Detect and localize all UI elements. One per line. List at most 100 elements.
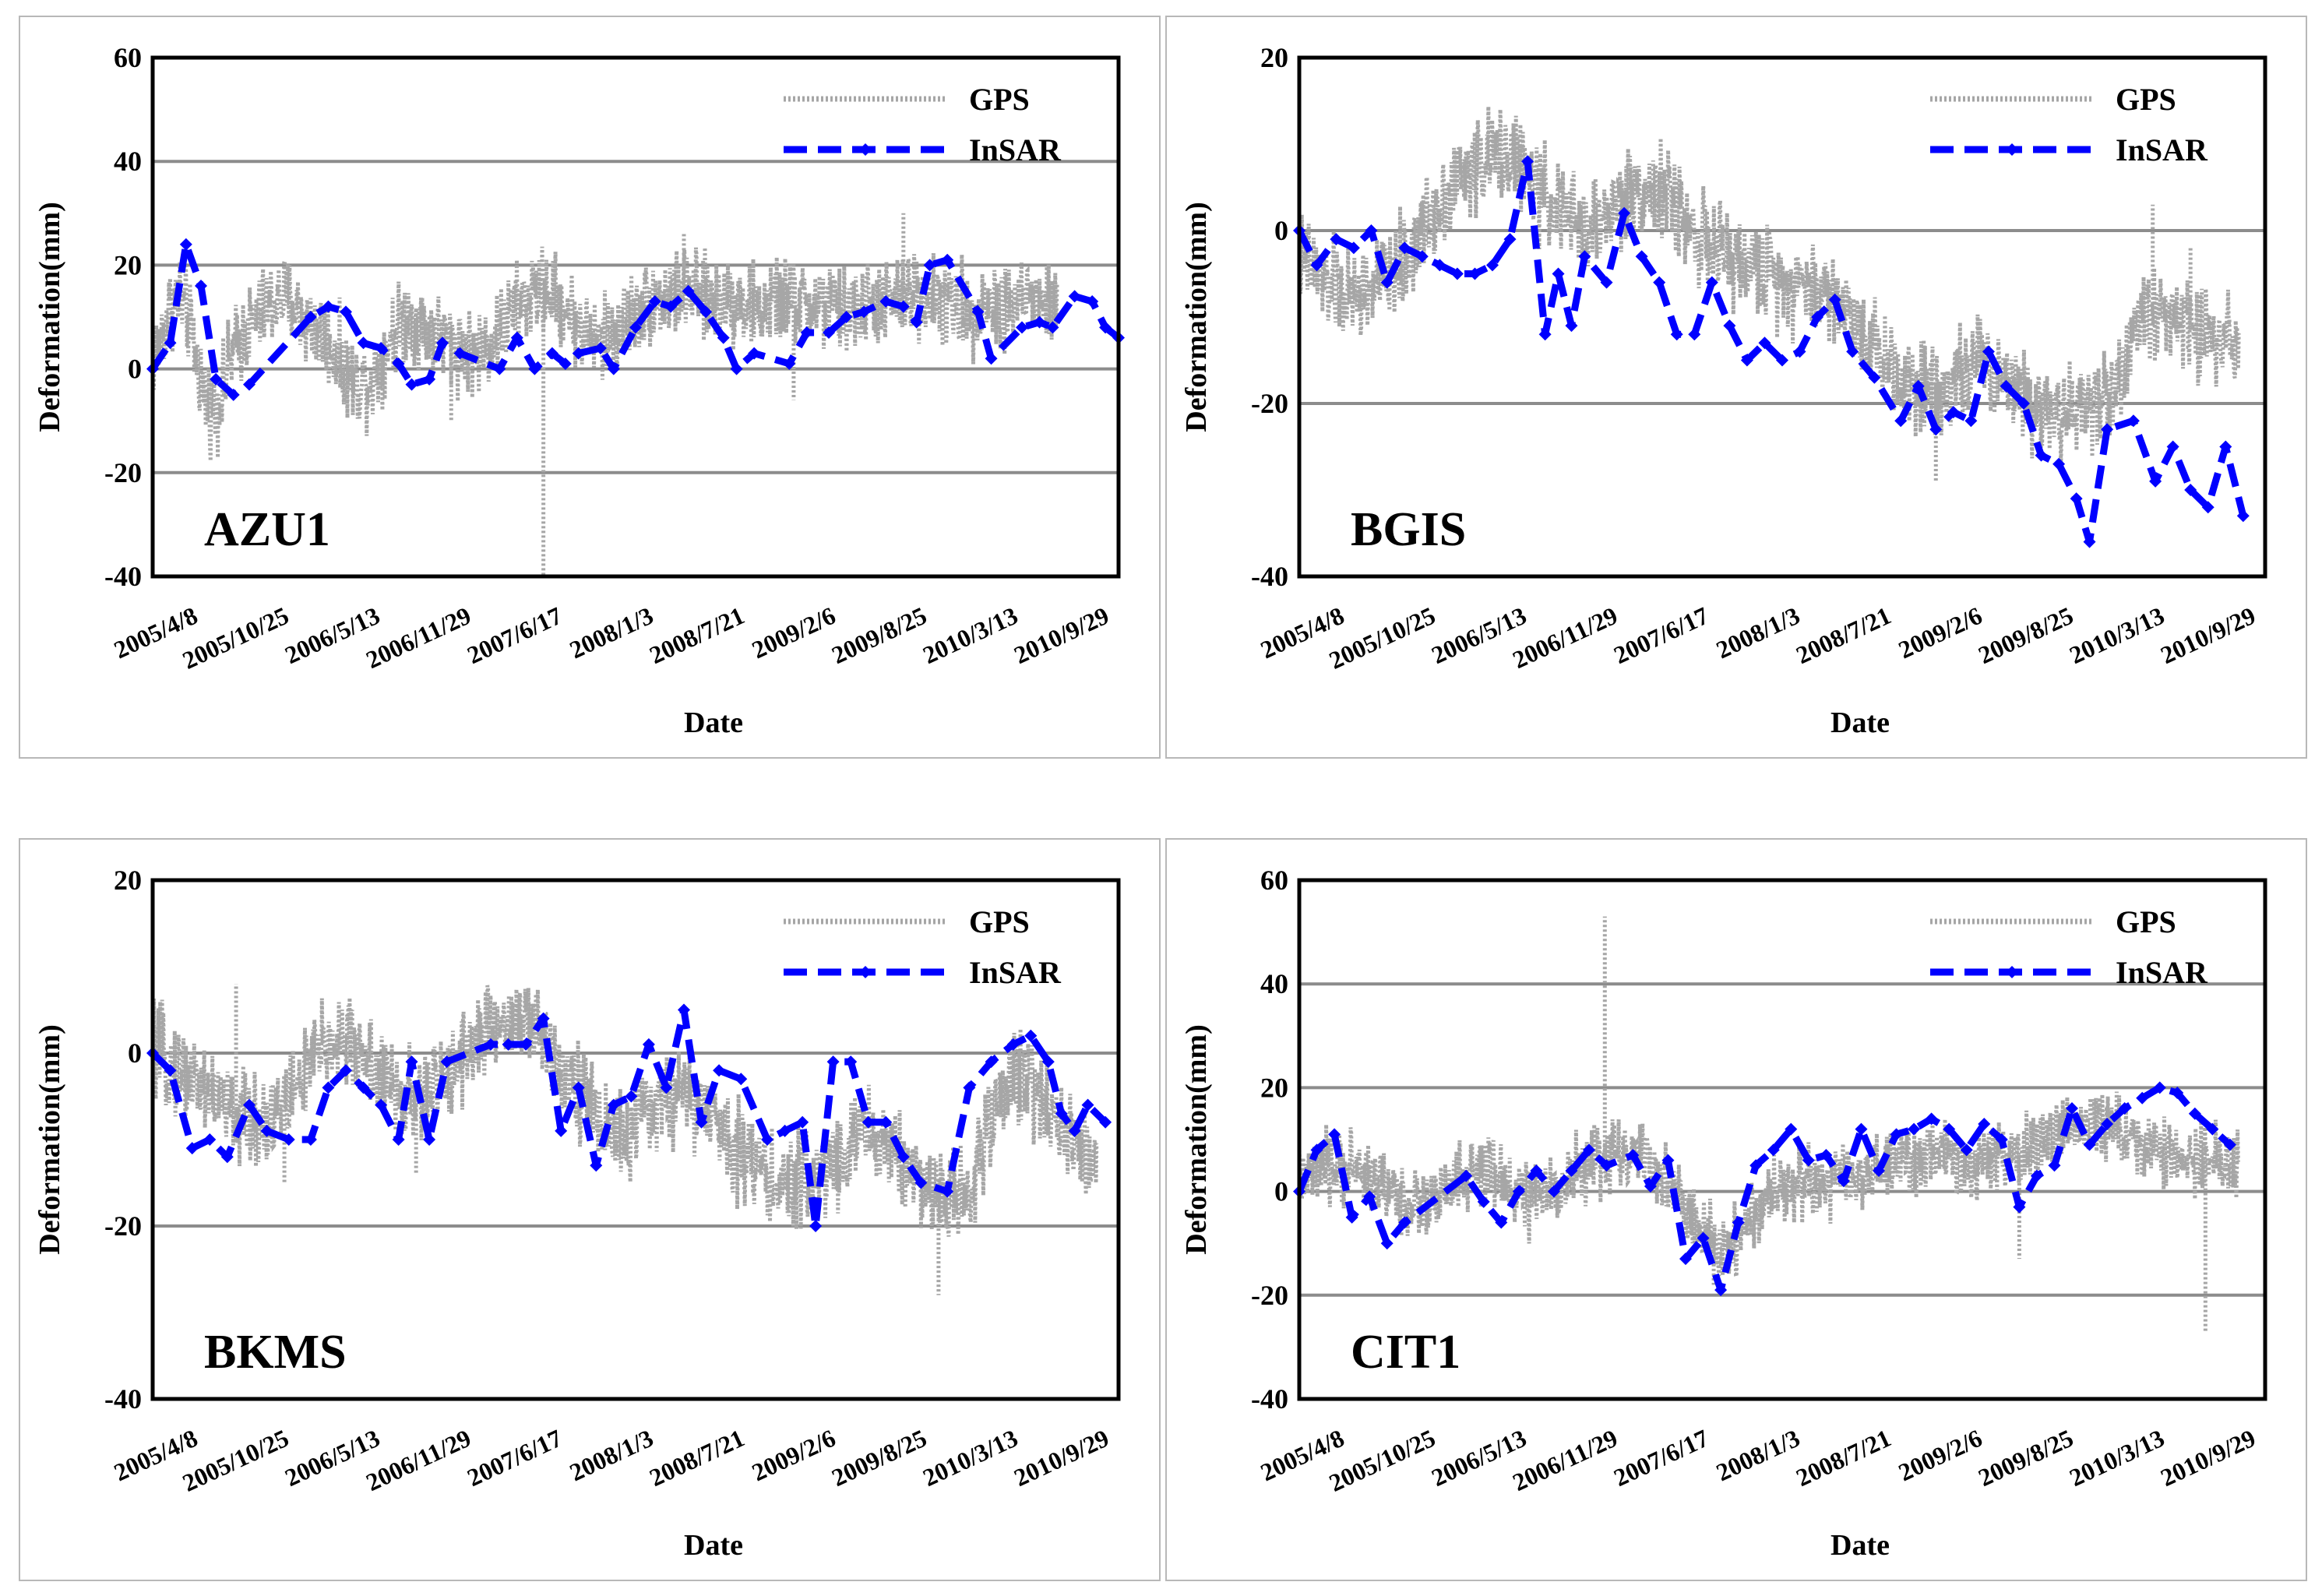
insar-point [1661, 1154, 1675, 1167]
insar-point [1626, 1148, 1640, 1161]
x-tick-label: 2006/11/29 [361, 601, 475, 674]
insar-point [1868, 371, 1881, 384]
insar-point [1055, 1107, 1068, 1120]
x-tick-label: 2009/8/25 [827, 601, 931, 669]
insar-point [1894, 414, 1908, 428]
insar-point [1578, 250, 1591, 263]
y-tick-label: 0 [128, 1038, 142, 1069]
insar-point [2201, 501, 2215, 514]
insar-point [590, 1159, 603, 1172]
insar-series-line [1295, 157, 2247, 546]
insar-point [2236, 509, 2250, 523]
insar-point [682, 284, 695, 298]
insar-point [625, 1090, 638, 1103]
insar-point [545, 347, 558, 360]
x-tick-label: 2007/6/17 [463, 601, 566, 669]
insar-point [375, 1098, 388, 1112]
insar-point [1793, 345, 1806, 358]
insar-point [572, 347, 585, 360]
insar-point [1046, 321, 1059, 334]
insar-point [1347, 241, 1360, 255]
insar-point [1460, 1169, 1473, 1182]
station-label: BKMS [204, 1326, 347, 1379]
insar-point [735, 1073, 748, 1086]
x-tick-label: 2006/11/29 [361, 1424, 475, 1496]
y-tick-label: 0 [1274, 1176, 1288, 1207]
insar-point [1006, 1038, 1020, 1051]
legend-insar-label: InSAR [2116, 132, 2208, 167]
insar-point [179, 238, 192, 251]
x-tick-label: 2008/7/21 [1792, 1424, 1895, 1492]
insar-point [1365, 224, 1378, 237]
insar-point [1380, 1237, 1394, 1250]
chart-panel-azu1: -40 -20 0 20 40 60 2005/4/8 2005/10/25 2006/5/13… [19, 16, 1161, 759]
chart-azu1: -40-2002040602005/4/82005/10/252006/5/13… [33, 42, 1125, 739]
insar-point [2083, 1138, 2096, 1151]
plot-frame [150, 878, 1121, 1401]
insar-point [453, 347, 467, 360]
insar-point [1530, 1164, 1543, 1177]
insar-point [1477, 1195, 1490, 1208]
insar-point [243, 1098, 255, 1112]
y-axis-title: Deformation(mm) [33, 202, 66, 432]
insar-point [555, 1124, 568, 1137]
insar-point [2101, 423, 2114, 436]
insar-point [322, 300, 335, 313]
insar-point [1982, 345, 1995, 358]
insar-point [783, 357, 796, 370]
insar-point [897, 300, 910, 313]
insar-point [282, 1133, 295, 1146]
insar-series-line [150, 241, 1121, 399]
x-tick-label: 2009/2/6 [748, 601, 840, 664]
insar-point [1468, 267, 1482, 280]
insar-point [2048, 1159, 2061, 1172]
gps-series-line [153, 246, 1059, 461]
insar-point [1538, 328, 1552, 341]
y-tick-label: 60 [114, 42, 142, 73]
insar-point [761, 1133, 774, 1146]
y-tick-label: 40 [1260, 968, 1288, 999]
x-tick-label: 2009/2/6 [748, 1424, 840, 1487]
insar-point [1767, 1143, 1780, 1157]
gps-series-line [153, 985, 1099, 1237]
insar-point [1086, 295, 1099, 308]
insar-point [2188, 1107, 2201, 1120]
insar-point [1521, 155, 1534, 168]
x-tick-label: 2010/3/13 [2065, 601, 2169, 669]
legend-insar-marker [2006, 143, 2018, 156]
insar-point [629, 321, 642, 334]
insar-point [1099, 321, 1112, 334]
x-tick-label: 2010/3/13 [2065, 1424, 2169, 1492]
insar-point [304, 311, 317, 323]
legend-gps-label: GPS [2116, 82, 2176, 117]
x-axis-title: Date [1830, 1529, 1890, 1562]
insar-point [1855, 1122, 1868, 1136]
insar-point [858, 305, 871, 319]
insar-point [2153, 1081, 2166, 1094]
y-tick-label: -20 [1251, 388, 1288, 419]
insar-point [1033, 315, 1046, 329]
insar-point [2013, 1200, 2026, 1214]
insar-point [1363, 1190, 1376, 1203]
insar-point [1697, 1231, 1710, 1245]
legend-insar-label: InSAR [969, 132, 1062, 167]
insar-point [1330, 233, 1343, 246]
insar-point [1705, 276, 1718, 289]
x-tick-label: 2005/10/25 [1325, 1424, 1439, 1497]
insar-point [713, 1064, 726, 1077]
x-tick-label: 2005/10/25 [1325, 601, 1439, 675]
plot-frame [1297, 878, 2267, 1401]
insar-point [660, 1081, 673, 1094]
x-axis-title: Date [684, 706, 743, 739]
y-tick-label: 20 [1260, 1072, 1288, 1103]
insar-point [1732, 1216, 1745, 1229]
insar-point [493, 362, 506, 375]
x-tick-label: 2009/8/25 [827, 1424, 931, 1492]
insar-point [1398, 241, 1411, 255]
insar-point [879, 295, 893, 308]
insar-point [1723, 319, 1736, 333]
insar-point [2101, 1118, 2114, 1131]
insar-point [840, 311, 853, 323]
station-label: CIT1 [1351, 1326, 1460, 1379]
insar-point [800, 326, 813, 339]
